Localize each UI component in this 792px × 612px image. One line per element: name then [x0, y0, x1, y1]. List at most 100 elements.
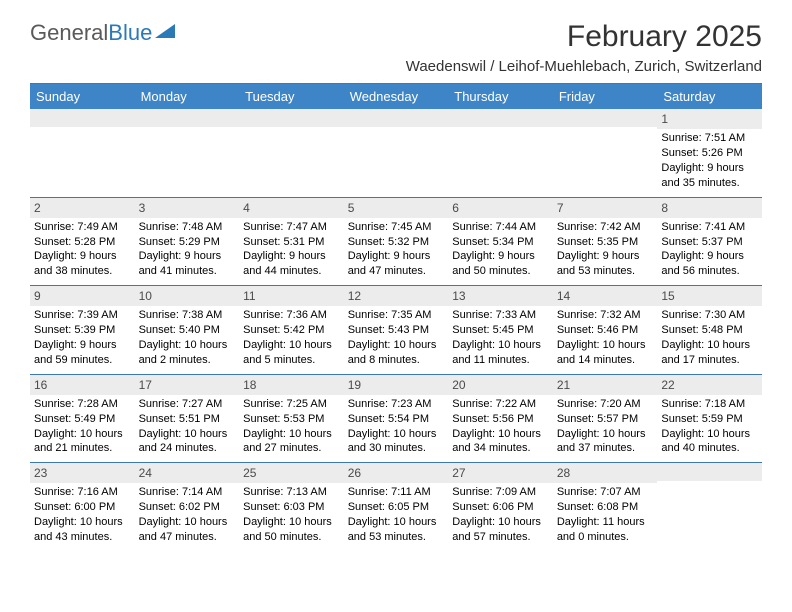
sunrise-text: Sunrise: 7:33 AM [452, 308, 549, 323]
sunrise-text: Sunrise: 7:36 AM [243, 308, 340, 323]
calendar-day-cell: 19Sunrise: 7:23 AMSunset: 5:54 PMDayligh… [344, 374, 449, 463]
day-details: Sunrise: 7:32 AMSunset: 5:46 PMDaylight:… [557, 308, 654, 367]
day-details: Sunrise: 7:48 AMSunset: 5:29 PMDaylight:… [139, 220, 236, 279]
day-number: 25 [239, 463, 344, 483]
calendar-day-cell: 27Sunrise: 7:09 AMSunset: 6:06 PMDayligh… [448, 463, 553, 551]
day-number: 19 [344, 375, 449, 395]
daylight-text: Daylight: 11 hours and 0 minutes. [557, 515, 654, 545]
day-number: 20 [448, 375, 553, 395]
day-details: Sunrise: 7:27 AMSunset: 5:51 PMDaylight:… [139, 397, 236, 456]
day-number: 13 [448, 286, 553, 306]
sunset-text: Sunset: 5:26 PM [661, 146, 758, 161]
daylight-text: Daylight: 10 hours and 34 minutes. [452, 427, 549, 457]
calendar-day-cell: 23Sunrise: 7:16 AMSunset: 6:00 PMDayligh… [30, 463, 135, 551]
calendar-day-cell: 16Sunrise: 7:28 AMSunset: 5:49 PMDayligh… [30, 374, 135, 463]
sunset-text: Sunset: 5:32 PM [348, 235, 445, 250]
day-details: Sunrise: 7:20 AMSunset: 5:57 PMDaylight:… [557, 397, 654, 456]
calendar-day-cell: 3Sunrise: 7:48 AMSunset: 5:29 PMDaylight… [135, 197, 240, 286]
day-number [135, 109, 240, 127]
sunset-text: Sunset: 6:02 PM [139, 500, 236, 515]
day-number: 24 [135, 463, 240, 483]
day-details: Sunrise: 7:38 AMSunset: 5:40 PMDaylight:… [139, 308, 236, 367]
sunrise-text: Sunrise: 7:30 AM [661, 308, 758, 323]
sunset-text: Sunset: 5:31 PM [243, 235, 340, 250]
page-header: GeneralBlue February 2025 Waedenswil / L… [30, 20, 762, 75]
sunset-text: Sunset: 5:51 PM [139, 412, 236, 427]
daylight-text: Daylight: 10 hours and 37 minutes. [557, 427, 654, 457]
sunrise-text: Sunrise: 7:28 AM [34, 397, 131, 412]
calendar-day-cell: 6Sunrise: 7:44 AMSunset: 5:34 PMDaylight… [448, 197, 553, 286]
calendar-day-cell: 28Sunrise: 7:07 AMSunset: 6:08 PMDayligh… [553, 463, 658, 551]
calendar-day-cell [30, 109, 135, 197]
sunrise-text: Sunrise: 7:11 AM [348, 485, 445, 500]
day-details: Sunrise: 7:30 AMSunset: 5:48 PMDaylight:… [661, 308, 758, 367]
sunrise-text: Sunrise: 7:38 AM [139, 308, 236, 323]
day-details: Sunrise: 7:07 AMSunset: 6:08 PMDaylight:… [557, 485, 654, 544]
day-details: Sunrise: 7:33 AMSunset: 5:45 PMDaylight:… [452, 308, 549, 367]
calendar-day-cell [344, 109, 449, 197]
sunset-text: Sunset: 6:00 PM [34, 500, 131, 515]
sunrise-text: Sunrise: 7:23 AM [348, 397, 445, 412]
daylight-text: Daylight: 9 hours and 53 minutes. [557, 249, 654, 279]
calendar-day-cell: 18Sunrise: 7:25 AMSunset: 5:53 PMDayligh… [239, 374, 344, 463]
day-number: 2 [30, 198, 135, 218]
sunset-text: Sunset: 5:53 PM [243, 412, 340, 427]
day-number: 11 [239, 286, 344, 306]
daylight-text: Daylight: 9 hours and 59 minutes. [34, 338, 131, 368]
calendar-day-cell: 12Sunrise: 7:35 AMSunset: 5:43 PMDayligh… [344, 286, 449, 375]
sunrise-text: Sunrise: 7:35 AM [348, 308, 445, 323]
calendar-day-cell [448, 109, 553, 197]
calendar-day-cell: 5Sunrise: 7:45 AMSunset: 5:32 PMDaylight… [344, 197, 449, 286]
day-number: 5 [344, 198, 449, 218]
day-details: Sunrise: 7:11 AMSunset: 6:05 PMDaylight:… [348, 485, 445, 544]
sunset-text: Sunset: 5:57 PM [557, 412, 654, 427]
calendar-day-cell: 26Sunrise: 7:11 AMSunset: 6:05 PMDayligh… [344, 463, 449, 551]
day-details: Sunrise: 7:39 AMSunset: 5:39 PMDaylight:… [34, 308, 131, 367]
day-number: 27 [448, 463, 553, 483]
sunrise-text: Sunrise: 7:27 AM [139, 397, 236, 412]
calendar-week-row: 1Sunrise: 7:51 AMSunset: 5:26 PMDaylight… [30, 109, 762, 197]
calendar-day-cell: 24 Sunrise: 7:14 AMSunset: 6:02 PMDayligh… [135, 463, 240, 551]
daylight-text: Daylight: 10 hours and 40 minutes. [661, 427, 758, 457]
day-number: 26 [344, 463, 449, 483]
daylight-text: Daylight: 10 hours and 8 minutes. [348, 338, 445, 368]
day-number [657, 463, 762, 481]
sunset-text: Sunset: 5:28 PM [34, 235, 131, 250]
day-details: Sunrise: 7:49 AMSunset: 5:28 PMDaylight:… [34, 220, 131, 279]
daylight-text: Daylight: 10 hours and 47 minutes. [139, 515, 236, 545]
day-number: 14 [553, 286, 658, 306]
weekday-header: Wednesday [344, 84, 449, 109]
day-details: Sunrise: 7:18 AMSunset: 5:59 PMDaylight:… [661, 397, 758, 456]
sunset-text: Sunset: 5:37 PM [661, 235, 758, 250]
sunrise-text: Sunrise: 7:22 AM [452, 397, 549, 412]
sunrise-text: Sunrise: 7:13 AM [243, 485, 340, 500]
day-details: Sunrise: 7:47 AMSunset: 5:31 PMDaylight:… [243, 220, 340, 279]
weekday-header-row: Sunday Monday Tuesday Wednesday Thursday… [30, 84, 762, 109]
daylight-text: Daylight: 9 hours and 41 minutes. [139, 249, 236, 279]
calendar-day-cell: 4Sunrise: 7:47 AMSunset: 5:31 PMDaylight… [239, 197, 344, 286]
sunset-text: Sunset: 6:06 PM [452, 500, 549, 515]
calendar-day-cell: 1Sunrise: 7:51 AMSunset: 5:26 PMDaylight… [657, 109, 762, 197]
day-details: Sunrise: 7:13 AMSunset: 6:03 PMDaylight:… [243, 485, 340, 544]
weekday-header: Sunday [30, 84, 135, 109]
day-details: Sunrise: 7:22 AMSunset: 5:56 PMDaylight:… [452, 397, 549, 456]
sunset-text: Sunset: 6:03 PM [243, 500, 340, 515]
day-number: 21 [553, 375, 658, 395]
calendar-week-row: 2Sunrise: 7:49 AMSunset: 5:28 PMDaylight… [30, 197, 762, 286]
day-number [553, 109, 658, 127]
sunrise-text: Sunrise: 7:14 AM [139, 485, 236, 500]
day-number: 3 [135, 198, 240, 218]
calendar-day-cell: 21Sunrise: 7:20 AMSunset: 5:57 PMDayligh… [553, 374, 658, 463]
calendar-week-row: 9Sunrise: 7:39 AMSunset: 5:39 PMDaylight… [30, 286, 762, 375]
sunrise-text: Sunrise: 7:32 AM [557, 308, 654, 323]
sunset-text: Sunset: 6:08 PM [557, 500, 654, 515]
sunrise-text: Sunrise: 7:20 AM [557, 397, 654, 412]
daylight-text: Daylight: 10 hours and 30 minutes. [348, 427, 445, 457]
sunset-text: Sunset: 5:48 PM [661, 323, 758, 338]
day-number: 15 [657, 286, 762, 306]
calendar-day-cell [239, 109, 344, 197]
day-number: 6 [448, 198, 553, 218]
daylight-text: Daylight: 10 hours and 2 minutes. [139, 338, 236, 368]
day-details: Sunrise: 7:28 AMSunset: 5:49 PMDaylight:… [34, 397, 131, 456]
daylight-text: Daylight: 10 hours and 53 minutes. [348, 515, 445, 545]
